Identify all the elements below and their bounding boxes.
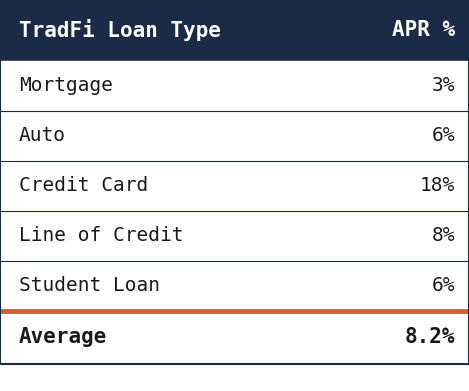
Text: Auto: Auto (19, 126, 66, 145)
Text: 6%: 6% (431, 126, 455, 145)
Text: Line of Credit: Line of Credit (19, 226, 183, 245)
Bar (0, 261, 469, 311)
Text: 8%: 8% (431, 226, 455, 245)
Bar (0, 161, 469, 211)
Bar (0, 311, 469, 364)
Text: Mortgage: Mortgage (19, 76, 113, 95)
Bar (0, 61, 469, 111)
Bar (0, 111, 469, 161)
Text: 8.2%: 8.2% (404, 327, 455, 347)
Text: Student Loan: Student Loan (19, 276, 160, 295)
Text: 6%: 6% (431, 276, 455, 295)
Bar (0, 0, 469, 61)
Text: APR %: APR % (392, 20, 455, 40)
Text: TradFi Loan Type: TradFi Loan Type (19, 19, 221, 41)
Text: 18%: 18% (420, 176, 455, 195)
Text: Average: Average (19, 327, 107, 347)
Text: 3%: 3% (431, 76, 455, 95)
Text: Credit Card: Credit Card (19, 176, 148, 195)
Bar (0, 211, 469, 261)
